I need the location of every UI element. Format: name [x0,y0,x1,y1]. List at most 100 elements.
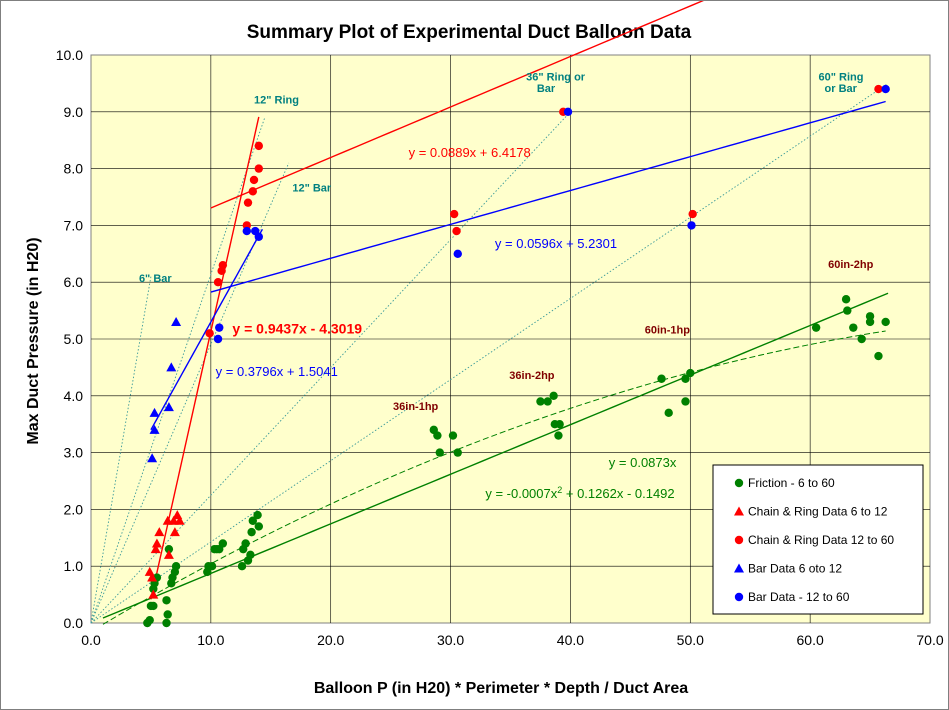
data-point [151,538,162,548]
equation-label: y = 0.0889x + 6.4178 [409,145,531,160]
y-tick-label: 2.0 [64,501,84,517]
data-point [681,397,690,406]
data-point [811,323,821,332]
data-point [881,317,890,327]
data-point [246,550,255,560]
y-tick-label: 7.0 [64,217,84,233]
legend-marker [734,478,744,488]
y-tick-label: 8.0 [64,161,84,177]
legend-marker [734,563,744,573]
data-point [688,209,697,219]
annotation-label: 36" Ring or [526,72,586,84]
annotation-label: 60" Ring [819,72,864,84]
x-tick-labels: 0.0 10.0 20.0 30.0 40.0 50.0 60.0 70.0 [81,632,944,648]
data-point [162,596,171,605]
data-point [881,84,890,94]
data-point [686,368,695,378]
legend-entry-label: Friction - 6 to 60 [748,476,835,490]
data-point [241,539,250,548]
legend: Friction - 6 to 60 Chain & Ring Data 6 to… [712,464,924,615]
data-point [449,209,459,219]
x-tick-label: 30.0 [437,632,464,648]
data-point [563,107,573,117]
data-point [254,522,263,531]
data-point [218,539,228,548]
annotation-label: Bar [537,83,556,95]
trendline [210,100,886,293]
reference-line [90,117,266,624]
equation-label: y = -0.0007x2 + 0.1262x - 0.1492 [485,485,674,501]
data-point [248,516,258,525]
annotation-label: 12" Bar [292,182,332,194]
data-point [254,164,263,173]
data-point [213,334,223,344]
reference-line [90,276,152,624]
annotation-label: or Bar [825,83,858,95]
data-point [148,589,159,599]
x-tick-label: 40.0 [557,632,584,648]
data-point [248,187,258,196]
annotation-label: 36in-1hp [393,401,439,413]
data-point [849,323,858,332]
data-point [237,562,247,571]
data-point [149,601,158,611]
data-point [213,278,223,287]
data-point [857,334,866,344]
x-tick-label: 20.0 [317,632,344,648]
data-point [174,515,185,525]
data-point [452,226,461,236]
data-point [549,391,558,400]
y-tick-label: 0.0 [64,615,84,631]
data-points [143,84,890,628]
data-point [164,544,174,554]
data-point [555,420,564,429]
data-point [554,431,563,440]
data-point [166,362,177,372]
annotation-label: 60in-2hp [828,259,874,271]
data-point [874,84,883,94]
reference-line [90,83,889,624]
y-tick-label: 1.0 [64,558,84,574]
equation-label: y = 0.3796x + 1.5041 [216,364,338,379]
x-tick-label: 70.0 [916,632,943,648]
data-point [664,408,673,418]
data-point [163,549,174,559]
x-tick-label: 50.0 [677,632,704,648]
data-point [435,448,444,457]
data-point [448,431,458,440]
data-point [243,198,253,207]
data-point [657,374,666,383]
trendline [150,228,264,431]
equation-label: y = 0.9437x - 4.3019 [232,320,362,336]
data-point [218,260,228,270]
data-point [171,316,182,326]
trendline [102,330,886,625]
data-point [874,351,883,361]
x-tick-label: 10.0 [197,632,224,648]
legend-marker [734,506,744,516]
equation-labels: y = 0.0889x + 6.4178 y = 0.0596x + 5.2301… [216,145,677,501]
data-point [171,562,181,571]
data-point [215,323,224,332]
y-axis-label: Max Duct Pressure (in H20) [25,237,42,444]
data-point [254,141,263,151]
data-point [149,407,160,417]
y-tick-label: 3.0 [64,445,84,461]
data-point [154,527,165,537]
legend-marker [734,535,744,545]
legend-marker [734,592,744,602]
annotation-label: 60in-1hp [645,324,691,336]
data-point [687,221,696,230]
data-point [681,374,690,383]
data-point [162,618,171,628]
x-tick-label: 0.0 [81,632,101,648]
y-tick-label: 5.0 [64,331,84,347]
data-point [149,424,160,434]
chart-title: Summary Plot of Experimental Duct Balloo… [247,22,692,43]
data-point [147,453,158,463]
legend-entry-label: Bar Data - 12 to 60 [748,590,850,604]
data-point [841,295,851,304]
trendline [102,292,889,619]
